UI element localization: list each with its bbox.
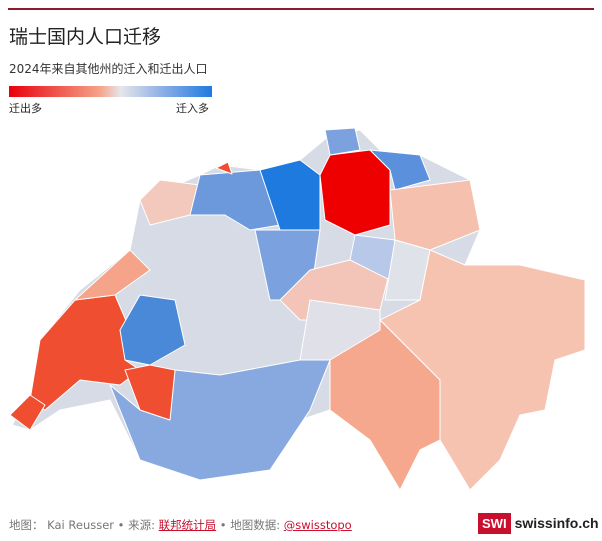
title: 瑞士国内人口迁移 bbox=[9, 26, 162, 48]
canton bbox=[324, 127, 361, 156]
canton bbox=[74, 249, 151, 301]
canton bbox=[119, 294, 186, 366]
mapdata-link[interactable]: @swisstopo bbox=[283, 518, 352, 532]
logo-name: swissinfo.ch bbox=[514, 515, 599, 531]
canton bbox=[279, 259, 391, 321]
cantons bbox=[9, 127, 586, 491]
logo[interactable]: SWI swissinfo.ch bbox=[478, 512, 599, 534]
canton bbox=[369, 149, 431, 191]
subtitle: 2024年来自其他州的迁入和迁出人口 bbox=[9, 62, 208, 76]
canton bbox=[259, 159, 321, 231]
canton bbox=[9, 394, 46, 431]
legend-gradient bbox=[9, 86, 212, 97]
logo-badge: SWI bbox=[478, 512, 511, 534]
canton bbox=[329, 319, 441, 491]
mapdata: • 地图数据: bbox=[216, 518, 284, 532]
canton bbox=[319, 149, 391, 236]
canton bbox=[124, 364, 176, 421]
footer: 地图： Kai Reusser • 来源: 联邦统计局 • 地图数据: @swi… bbox=[9, 517, 352, 533]
canton bbox=[215, 161, 233, 175]
legend-left: 迁出多 bbox=[9, 102, 42, 115]
source-link[interactable]: 联邦统计局 bbox=[158, 518, 217, 532]
credit: 地图： Kai Reusser • 来源: bbox=[9, 518, 159, 532]
legend-right: 迁入多 bbox=[176, 102, 209, 115]
canton bbox=[389, 179, 481, 251]
canton bbox=[299, 299, 381, 361]
top-rule bbox=[8, 8, 594, 10]
